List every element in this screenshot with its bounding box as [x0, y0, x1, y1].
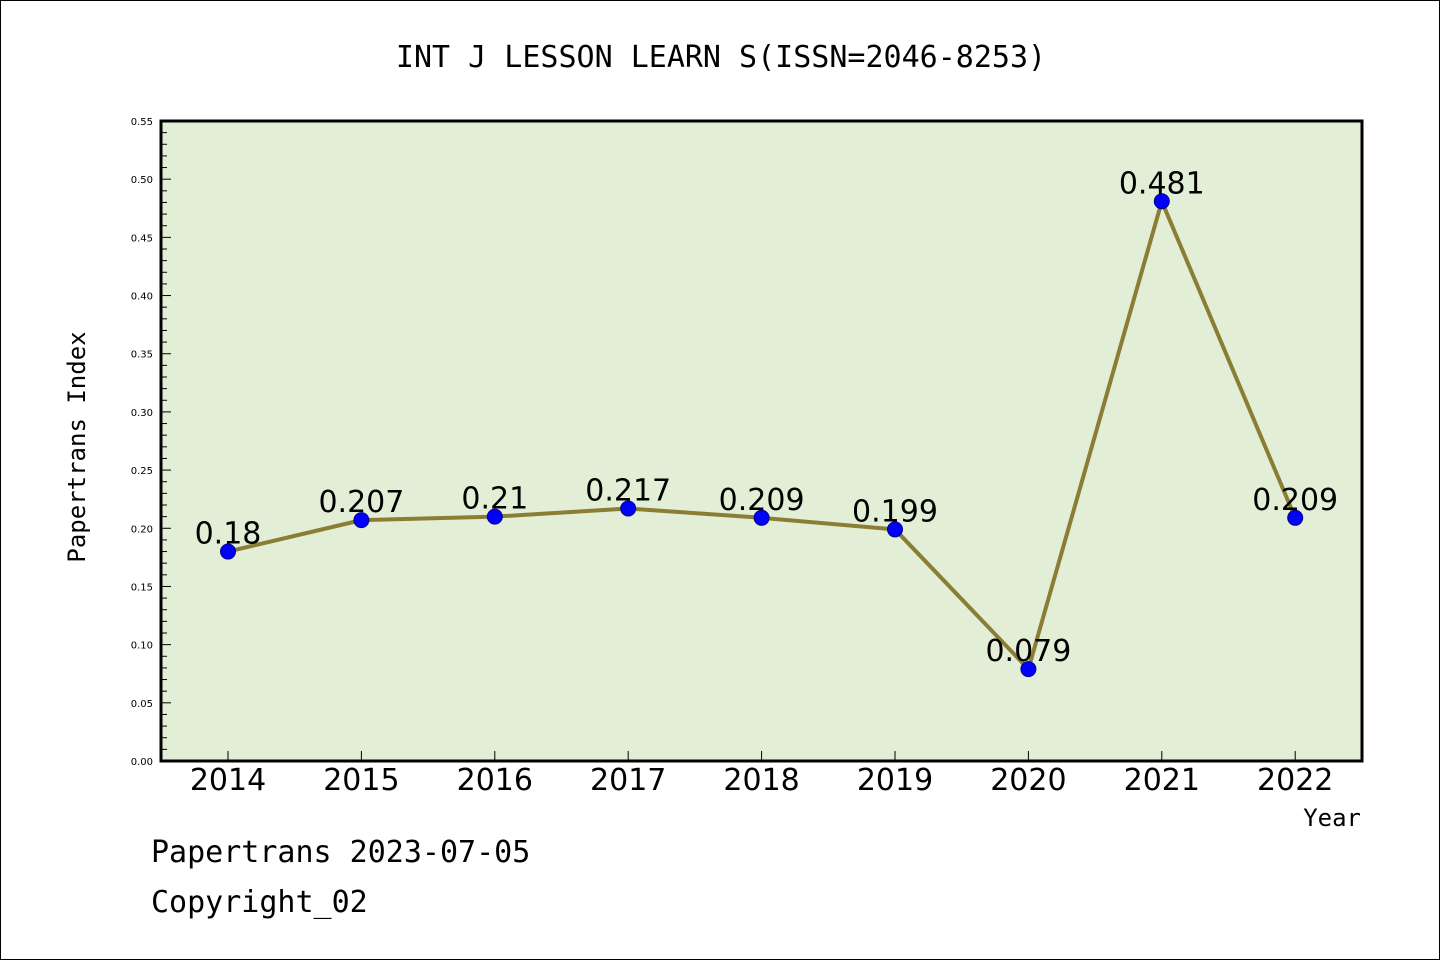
x-tick-label: 2015 — [323, 763, 399, 798]
y-tick-label: 0.30 — [131, 408, 153, 419]
data-point — [1020, 661, 1037, 678]
x-tick-label: 2020 — [990, 763, 1066, 798]
data-point — [887, 521, 903, 538]
x-tick-label: 2018 — [723, 763, 799, 798]
data-label: 0.21 — [461, 482, 528, 517]
data-point — [353, 512, 370, 529]
plot-frame — [159, 119, 1364, 763]
y-tick-label: 0.40 — [131, 292, 153, 303]
data-label: 0.199 — [852, 494, 938, 529]
x-tick-label: 2017 — [590, 763, 666, 798]
y-tick-label: 0.05 — [131, 699, 153, 710]
y-tick-label: 0.55 — [131, 117, 153, 128]
x-tick-label: 2019 — [857, 763, 933, 798]
x-axis-title: Year — [1303, 804, 1361, 832]
y-tick-label: 0.10 — [131, 641, 153, 652]
y-tick-label: 0.25 — [131, 466, 153, 477]
data-label: 0.207 — [318, 485, 404, 520]
x-tick-label: 2022 — [1257, 763, 1333, 798]
footer-copyright: Copyright_02 — [151, 885, 368, 920]
x-tick-label: 2016 — [457, 763, 533, 798]
y-tick-label: 0.15 — [131, 582, 153, 593]
x-axis: 2014 2015 2016 2017 2018 2019 2020 2021 2022 — [190, 751, 1333, 798]
data-point — [753, 509, 770, 526]
data-label: 0.209 — [719, 483, 805, 518]
data-label: 0.217 — [585, 473, 671, 508]
data-label: 0.079 — [985, 634, 1071, 669]
y-tick-label: 0.50 — [131, 175, 153, 186]
data-point — [620, 500, 637, 517]
y-tick-label: 0.35 — [131, 350, 153, 361]
data-point — [1153, 193, 1170, 210]
y-axis-title: Papertrans Index — [63, 331, 91, 562]
data-label: 0.481 — [1119, 166, 1205, 201]
x-tick-label: 2014 — [190, 763, 266, 798]
series-markers — [220, 193, 1304, 678]
data-label: 0.209 — [1252, 483, 1338, 518]
y-axis: 0.00 0.05 0.10 0.15 0.20 0.25 0.30 0.35 0.40 0.45… — [131, 117, 171, 768]
y-tick-label: 0.00 — [131, 757, 153, 768]
data-labels: 0.18 0.207 0.21 0.217 0.209 0.199 0.079 0.481 0.… — [195, 166, 1339, 669]
footer-date: Papertrans 2023-07-05 — [151, 835, 531, 870]
data-label: 0.18 — [195, 517, 262, 552]
data-point — [220, 543, 236, 560]
plot-area — [161, 121, 1362, 761]
x-tick-label: 2021 — [1124, 763, 1200, 798]
data-point — [486, 508, 503, 525]
data-point — [1287, 509, 1304, 526]
y-tick-label: 0.45 — [131, 233, 153, 244]
y-tick-label: 0.20 — [131, 524, 153, 535]
chart-title: INT J LESSON LEARN S(ISSN=2046-8253) — [396, 40, 1046, 75]
